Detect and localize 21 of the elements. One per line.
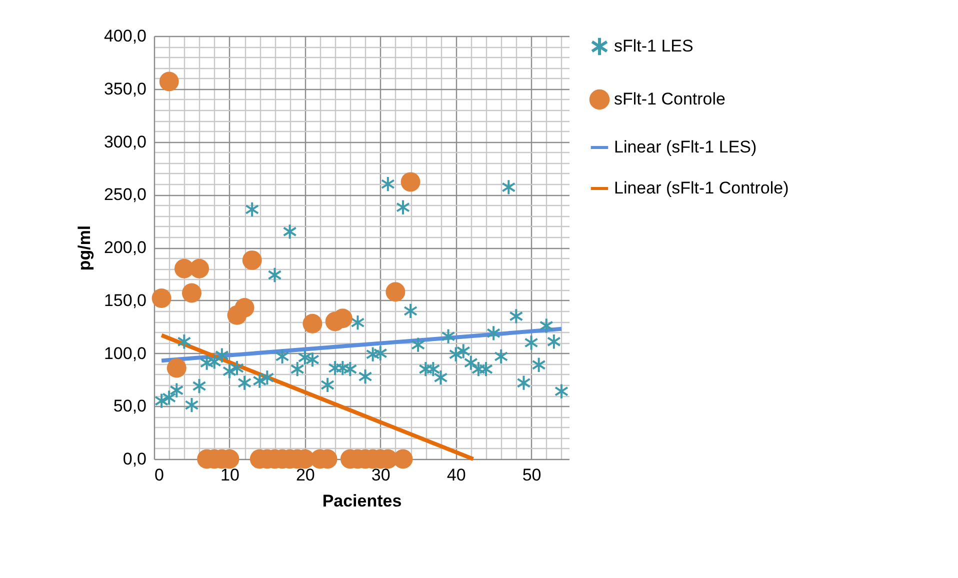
x-tick-label: 30 xyxy=(371,466,390,484)
legend-label: sFlt-1 LES xyxy=(614,36,694,56)
x-tick-label: 50 xyxy=(522,466,542,484)
y-tick-label: 100,0 xyxy=(104,344,146,363)
y-tick-label: 150,0 xyxy=(104,290,146,310)
y-tick-label: 350,0 xyxy=(104,79,146,98)
legend-label: sFlt-1 Controle xyxy=(614,90,726,108)
x-tick-label: 10 xyxy=(220,466,240,484)
x-tick-label: 40 xyxy=(446,466,466,484)
x-tick-label: 0 xyxy=(154,466,164,484)
x-axis-title: Pacientes xyxy=(322,492,402,510)
legend-label: Linear (sFlt-1 Controle) xyxy=(614,178,789,198)
y-tick-label: 200,0 xyxy=(104,238,146,257)
y-axis-title: pg/ml xyxy=(74,225,94,271)
x-tick-label: 20 xyxy=(296,466,315,484)
y-tick-label: 50,0 xyxy=(113,396,146,416)
y-tick-label: 300,0 xyxy=(104,132,146,152)
y-tick-label: 0,0 xyxy=(122,450,146,468)
y-tick-label: 250,0 xyxy=(104,185,146,204)
y-tick-label: 400,0 xyxy=(104,26,146,46)
legend-label: Linear (sFlt-1 LES) xyxy=(614,138,757,156)
